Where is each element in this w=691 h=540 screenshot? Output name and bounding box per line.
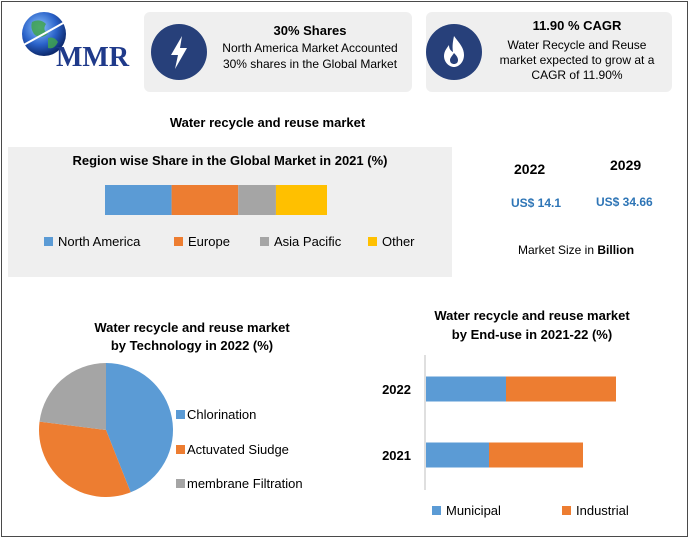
region-chart-title: Region wise Share in the Global Market i… <box>72 153 388 168</box>
legend-label: Chlorination <box>187 407 257 422</box>
swatch-industrial <box>562 506 571 515</box>
caption-prefix: Market Size in <box>518 243 598 257</box>
enduse-title-line-1: Water recycle and reuse market <box>434 308 630 323</box>
legend-label: Other <box>382 234 415 249</box>
value-2022: US$ 14.1 <box>511 196 562 210</box>
swatch-asia-pacific <box>260 237 269 246</box>
flame-icon <box>426 24 482 80</box>
swatch-north-america <box>44 237 53 246</box>
globe-icon <box>17 12 73 56</box>
pie-slice-actuvated-siudge <box>39 421 131 497</box>
enduse-bar-municipal-2021 <box>426 442 489 468</box>
value-2029: US$ 34.66 <box>596 195 653 209</box>
shares-card: 30% Shares North America Market Accounte… <box>144 12 412 92</box>
legend-label: Industrial <box>576 503 629 518</box>
legend-label: Actuvated Siudge <box>187 442 289 457</box>
pie-title-line-2: by Technology in 2022 (%) <box>110 338 274 353</box>
enduse-category-label-2022: 2022 <box>382 382 411 397</box>
region-bar-segment-europe <box>171 185 239 215</box>
swatch-chlorination <box>176 410 185 419</box>
region-bar-segment-asia-pacific <box>238 185 276 215</box>
technology-pie-chart <box>39 363 174 497</box>
shares-title: 30% Shares <box>273 23 347 38</box>
enduse-bar-industrial-2021 <box>489 442 583 468</box>
enduse-bar-industrial-2022 <box>506 376 616 402</box>
region-stacked-bar <box>105 185 327 215</box>
legend-label: Municipal <box>446 503 501 518</box>
pie-slice-chlorination <box>106 363 174 493</box>
pie-title-line-1: Water recycle and reuse market <box>94 320 290 335</box>
shares-line-2: 30% shares in the Global Market <box>222 57 398 71</box>
legend-label: Europe <box>188 234 230 249</box>
legend-europe: Europe <box>174 234 230 249</box>
legend-label: North America <box>58 234 141 249</box>
swatch-municipal <box>432 506 441 515</box>
legend-industrial: Industrial <box>562 503 629 518</box>
swatch-membrane-filtration <box>176 479 185 488</box>
cagr-line-3: CAGR of 11.90% <box>531 68 623 82</box>
region-bar-segment-other <box>275 185 327 215</box>
swatch-activated-sludge <box>176 445 185 454</box>
mmr-logo: MMR <box>14 8 144 73</box>
cagr-card: 11.90 % CAGR Water Recycle and Reuse mar… <box>426 12 672 92</box>
caption-bold: Billion <box>597 243 635 257</box>
region-bar-segment-north-america <box>105 185 172 215</box>
legend-municipal: Municipal <box>432 503 501 518</box>
legend-north-america: North America <box>44 234 140 249</box>
legend-activated-sludge: Actuvated Siudge <box>176 442 289 457</box>
legend-other: Other <box>368 234 415 249</box>
logo-text: MMR <box>56 42 130 73</box>
shares-line-1: North America Market Accounted <box>222 41 398 55</box>
swatch-other <box>368 237 377 246</box>
legend-chlorination: Chlorination <box>176 407 256 422</box>
swatch-europe <box>174 237 183 246</box>
legend-membrane-filtration: membrane Filtration <box>176 476 303 491</box>
enduse-category-label-2021: 2021 <box>382 448 411 463</box>
market-size-caption: Market Size in Billion <box>518 243 634 257</box>
cagr-line-2: market expected to grow at a <box>499 53 655 67</box>
legend-label: membrane Filtration <box>187 476 303 491</box>
pie-slice-membrane-filtration <box>39 363 106 430</box>
cagr-title: 11.90 % CAGR <box>532 18 622 33</box>
main-title: Water recycle and reuse market <box>169 115 366 130</box>
year-2029: 2029 <box>610 157 642 173</box>
legend-label: Asia Pacific <box>274 234 342 249</box>
enduse-stacked-bar-chart: 2022 2021 <box>382 355 616 490</box>
region-chart-panel: Region wise Share in the Global Market i… <box>8 147 452 277</box>
enduse-bar-municipal-2022 <box>426 376 506 402</box>
lightning-icon <box>151 24 207 80</box>
year-2022: 2022 <box>514 161 546 177</box>
enduse-title-line-2: by End-use in 2021-22 (%) <box>451 327 613 342</box>
cagr-line-1: Water Recycle and Reuse <box>507 38 647 52</box>
legend-asia-pacific: Asia Pacific <box>260 234 341 249</box>
